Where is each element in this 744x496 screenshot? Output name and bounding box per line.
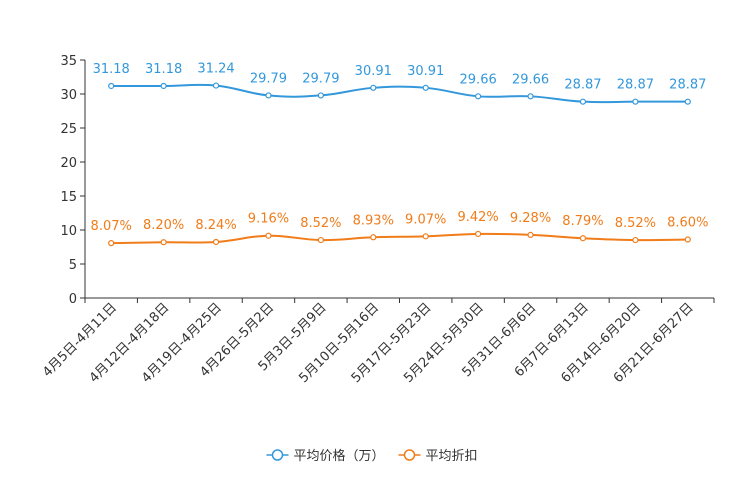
data-point[interactable] xyxy=(475,93,482,100)
data-point[interactable] xyxy=(212,82,220,89)
data-label: 8.07% xyxy=(91,219,132,234)
data-label: 8.60% xyxy=(667,216,708,231)
data-point[interactable] xyxy=(527,93,534,100)
data-label: 28.87 xyxy=(617,78,654,93)
data-point[interactable] xyxy=(475,230,482,238)
data-label: 31.18 xyxy=(93,62,130,77)
data-point[interactable] xyxy=(370,84,377,91)
legend-label: 平均折扣 xyxy=(426,449,478,464)
data-point[interactable] xyxy=(265,92,272,99)
data-label: 8.79% xyxy=(562,214,603,229)
y-tick-label: 10 xyxy=(60,224,77,239)
data-label: 30.91 xyxy=(407,64,444,79)
data-point[interactable] xyxy=(684,98,691,105)
data-point[interactable] xyxy=(317,236,324,244)
data-label: 9.42% xyxy=(457,210,498,225)
data-point[interactable] xyxy=(212,238,220,246)
data-point[interactable] xyxy=(317,92,324,99)
y-tick-label: 35 xyxy=(60,54,77,69)
y-tick-label: 20 xyxy=(60,156,77,171)
data-point[interactable] xyxy=(579,235,587,242)
data-point[interactable] xyxy=(265,232,272,239)
legend-label: 平均价格（万） xyxy=(293,448,384,464)
data-label: 31.18 xyxy=(145,62,182,77)
y-axis: 0 5 10 15 20 25 30 35 xyxy=(60,54,86,307)
y-tick-label: 30 xyxy=(60,88,77,103)
data-point[interactable] xyxy=(108,82,115,90)
data-label: 8.52% xyxy=(300,216,341,231)
legend-item[interactable]: 平均价格（万） xyxy=(266,448,385,464)
series-layer: 31.18 31.18 31.24 29.79 29.79 30.91 30.91 29.66… xyxy=(91,62,708,247)
data-point[interactable] xyxy=(527,231,534,238)
legend[interactable]: 平均价格（万） 平均折扣 xyxy=(266,448,478,464)
series-0: 31.18 31.18 31.24 29.79 29.79 30.91 30.91 29.66… xyxy=(93,62,706,105)
y-tick-label: 0 xyxy=(69,292,77,307)
y-tick-label: 25 xyxy=(60,122,77,137)
data-point[interactable] xyxy=(370,234,377,241)
data-point[interactable] xyxy=(160,82,167,90)
data-point[interactable] xyxy=(422,233,429,240)
data-point[interactable] xyxy=(684,236,691,243)
data-label: 29.66 xyxy=(512,72,549,87)
data-label: 30.91 xyxy=(355,64,392,79)
data-point[interactable] xyxy=(632,236,639,244)
data-label: 9.07% xyxy=(405,212,446,227)
x-axis: 4月5日-4月11日4月12日-4月18日4月19日-4月25日4月26日-5月… xyxy=(40,297,715,386)
series-1: 8.07% 8.20% 8.24% 9.16% 8.52% 8.93% 9.07% 9.42%… xyxy=(91,210,708,247)
data-label: 29.66 xyxy=(460,72,497,87)
legend-item[interactable]: 平均折扣 xyxy=(398,449,478,464)
data-label: 9.28% xyxy=(510,211,551,226)
data-point[interactable] xyxy=(160,239,167,246)
data-label: 28.87 xyxy=(564,78,601,93)
data-point[interactable] xyxy=(579,98,587,105)
data-point[interactable] xyxy=(108,240,115,247)
series-line xyxy=(111,83,688,104)
y-tick-label: 5 xyxy=(69,258,77,273)
data-label: 8.52% xyxy=(615,216,656,231)
data-label: 8.93% xyxy=(353,213,394,228)
data-label: 29.79 xyxy=(302,71,339,86)
data-label: 29.79 xyxy=(250,71,287,86)
data-label: 31.24 xyxy=(197,62,234,77)
data-label: 8.20% xyxy=(143,218,184,233)
series-line xyxy=(111,232,688,245)
data-point[interactable] xyxy=(422,84,429,91)
legend-marker-icon xyxy=(271,449,284,461)
data-label: 28.87 xyxy=(669,78,706,93)
data-label: 8.24% xyxy=(195,218,236,233)
legend-marker-icon xyxy=(403,449,416,461)
y-tick-label: 15 xyxy=(60,190,77,205)
data-point[interactable] xyxy=(632,98,639,105)
data-label: 9.16% xyxy=(248,212,289,227)
